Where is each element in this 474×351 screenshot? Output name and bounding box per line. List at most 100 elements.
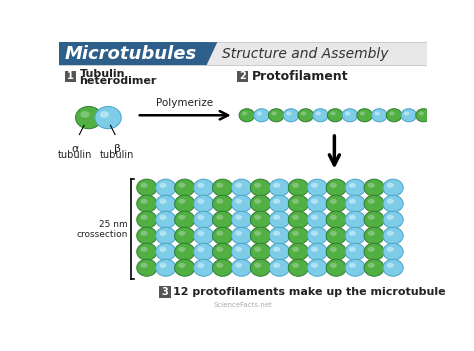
Ellipse shape — [140, 183, 147, 188]
Ellipse shape — [326, 179, 346, 196]
Ellipse shape — [272, 112, 277, 115]
Ellipse shape — [330, 215, 337, 220]
Ellipse shape — [174, 195, 195, 212]
FancyBboxPatch shape — [64, 71, 76, 82]
Ellipse shape — [140, 263, 147, 268]
Ellipse shape — [349, 231, 356, 236]
Ellipse shape — [193, 195, 214, 212]
Ellipse shape — [193, 259, 214, 276]
Ellipse shape — [349, 215, 356, 220]
Ellipse shape — [254, 263, 261, 268]
Ellipse shape — [463, 112, 468, 115]
Ellipse shape — [212, 179, 233, 196]
Ellipse shape — [197, 231, 204, 236]
Ellipse shape — [349, 263, 356, 268]
Ellipse shape — [250, 211, 271, 228]
Ellipse shape — [268, 109, 284, 122]
Ellipse shape — [286, 112, 292, 115]
Ellipse shape — [212, 211, 233, 228]
Ellipse shape — [326, 211, 346, 228]
Text: Protofilament: Protofilament — [251, 69, 348, 82]
Text: 3: 3 — [162, 287, 168, 297]
Ellipse shape — [273, 263, 280, 268]
Ellipse shape — [140, 247, 147, 252]
Ellipse shape — [235, 199, 242, 204]
Ellipse shape — [288, 227, 309, 244]
Ellipse shape — [178, 199, 185, 204]
Ellipse shape — [292, 183, 299, 188]
Ellipse shape — [460, 109, 474, 122]
Ellipse shape — [137, 243, 157, 260]
Ellipse shape — [307, 179, 328, 196]
Ellipse shape — [345, 112, 350, 115]
Ellipse shape — [349, 247, 356, 252]
Ellipse shape — [307, 211, 328, 228]
Text: α: α — [71, 144, 78, 154]
Ellipse shape — [254, 247, 261, 252]
Ellipse shape — [174, 227, 195, 244]
Ellipse shape — [250, 243, 271, 260]
Ellipse shape — [140, 215, 147, 220]
Ellipse shape — [239, 109, 255, 122]
Ellipse shape — [368, 199, 375, 204]
Text: Polymerize: Polymerize — [156, 98, 213, 107]
FancyBboxPatch shape — [59, 42, 427, 65]
Ellipse shape — [273, 215, 280, 220]
Ellipse shape — [231, 259, 252, 276]
Ellipse shape — [155, 243, 176, 260]
Ellipse shape — [326, 195, 346, 212]
Ellipse shape — [292, 199, 299, 204]
Ellipse shape — [330, 231, 337, 236]
Ellipse shape — [387, 215, 394, 220]
Ellipse shape — [216, 247, 223, 252]
Ellipse shape — [345, 243, 365, 260]
Ellipse shape — [193, 227, 214, 244]
Ellipse shape — [368, 263, 375, 268]
Ellipse shape — [368, 215, 375, 220]
Ellipse shape — [349, 183, 356, 188]
Ellipse shape — [178, 263, 185, 268]
Ellipse shape — [254, 199, 261, 204]
Ellipse shape — [372, 109, 387, 122]
Ellipse shape — [416, 109, 431, 122]
FancyBboxPatch shape — [59, 42, 207, 65]
Ellipse shape — [137, 259, 157, 276]
Ellipse shape — [364, 211, 384, 228]
Ellipse shape — [328, 109, 343, 122]
Ellipse shape — [316, 112, 321, 115]
Ellipse shape — [387, 231, 394, 236]
Ellipse shape — [95, 106, 121, 129]
Ellipse shape — [212, 195, 233, 212]
Ellipse shape — [330, 183, 337, 188]
Text: Microtubules: Microtubules — [64, 45, 197, 63]
Ellipse shape — [288, 195, 309, 212]
Ellipse shape — [311, 247, 318, 252]
Ellipse shape — [212, 227, 233, 244]
Ellipse shape — [292, 231, 299, 236]
Ellipse shape — [254, 183, 261, 188]
Ellipse shape — [311, 199, 318, 204]
Ellipse shape — [364, 195, 384, 212]
Ellipse shape — [174, 211, 195, 228]
Ellipse shape — [256, 112, 262, 115]
Ellipse shape — [288, 259, 309, 276]
Ellipse shape — [216, 199, 223, 204]
Ellipse shape — [273, 247, 280, 252]
Ellipse shape — [288, 211, 309, 228]
Ellipse shape — [401, 109, 417, 122]
Ellipse shape — [387, 183, 394, 188]
Ellipse shape — [250, 227, 271, 244]
Ellipse shape — [269, 227, 290, 244]
Ellipse shape — [326, 259, 346, 276]
Text: 25 nm
crossection: 25 nm crossection — [77, 219, 128, 239]
Ellipse shape — [383, 243, 403, 260]
Text: Structure and Assembly: Structure and Assembly — [222, 47, 389, 61]
Ellipse shape — [364, 227, 384, 244]
Ellipse shape — [269, 259, 290, 276]
Ellipse shape — [273, 183, 280, 188]
Ellipse shape — [269, 195, 290, 212]
Ellipse shape — [313, 109, 328, 122]
Text: tubulin: tubulin — [57, 150, 92, 160]
Ellipse shape — [193, 179, 214, 196]
Ellipse shape — [235, 215, 242, 220]
